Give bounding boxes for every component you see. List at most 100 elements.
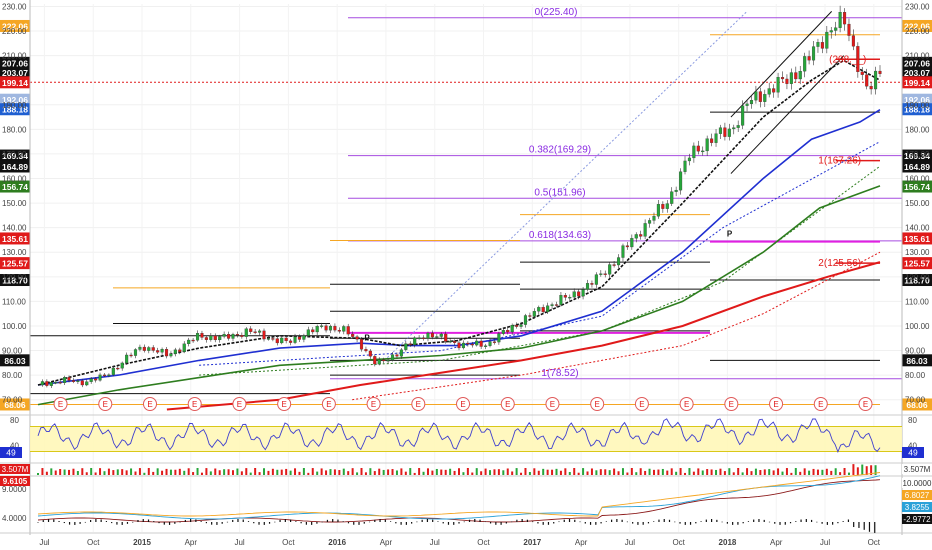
left-badge-bg-9: [0, 232, 30, 245]
volume-bar-5: [59, 469, 62, 475]
macd-histogram-bar-2: [47, 519, 50, 522]
volume-bar-165: [768, 469, 771, 475]
left-badge-bg-7: [0, 160, 30, 173]
candle-body-118: [559, 295, 563, 305]
macd-histogram-bar-17: [126, 522, 129, 524]
earnings-marker-circle-16: [769, 397, 784, 411]
macd-histogram-bar-55: [326, 519, 329, 522]
volume-bar-172: [799, 471, 802, 475]
left-price-tick-4: 180.00: [2, 125, 27, 134]
macd-histogram-bar-142: [784, 522, 786, 525]
earnings-marker-circle-13: [634, 397, 649, 411]
left-badge-bg-6: [0, 149, 30, 162]
candle-body-98: [470, 343, 474, 346]
left-badge-bg-12: [0, 354, 30, 367]
macd-histogram-bar-78: [447, 522, 450, 525]
candle-body-178: [825, 31, 829, 49]
candle-body-41: [218, 336, 222, 341]
candle-body-187: [865, 74, 869, 87]
macd-histogram-bar-85: [484, 521, 486, 523]
macd-histogram-bar-108: [605, 521, 607, 522]
candle-body-27: [156, 350, 160, 353]
fib-level-label-4: 1(78.52): [541, 368, 578, 379]
candle-body-182: [842, 12, 847, 25]
volume-bar-40: [214, 468, 217, 475]
macd-histogram-bar-157: [863, 522, 865, 530]
right-badge-2: 203.07: [904, 68, 930, 78]
time-tick-3: Apr: [185, 538, 198, 547]
candle-body-74: [364, 349, 368, 352]
volume-bar-159: [741, 472, 744, 475]
macd-histogram-bar-144: [795, 521, 797, 522]
volume-bar-28: [161, 470, 164, 475]
volume-bar-96: [462, 472, 465, 475]
macd-histogram-bar-93: [526, 519, 529, 522]
volume-bar-86: [418, 468, 421, 475]
volume-bar-83: [404, 471, 407, 475]
candle-body-59: [297, 336, 302, 340]
volume-bar-178: [825, 468, 828, 475]
macd-histogram-bar-0: [37, 522, 39, 523]
volume-bar-94: [453, 470, 456, 475]
candle-body-96: [461, 342, 465, 349]
right-badge-bg-10: [902, 257, 932, 270]
volume-bar-99: [475, 468, 478, 475]
candle-body-52: [266, 338, 270, 340]
candle-body-34: [187, 339, 191, 345]
candle-body-133: [625, 245, 629, 248]
volume-bar-82: [400, 468, 403, 475]
macd-histogram-bar-19: [137, 519, 139, 522]
macd-histogram-bar-34: [216, 522, 218, 525]
candle-body-173: [803, 56, 807, 72]
earnings-marker-circle-4: [232, 397, 247, 411]
volume-bar-43: [227, 469, 230, 475]
candle-body-135: [634, 234, 638, 239]
candle-body-181: [838, 12, 842, 28]
macd-histogram-bar-114: [637, 522, 639, 525]
pivot-marker-0: P: [364, 334, 370, 343]
macd-histogram-bar-76: [437, 521, 439, 522]
candle-body-21: [129, 354, 133, 357]
volume-bar-156: [728, 468, 731, 475]
volume-bar-49: [254, 468, 257, 475]
macd-histogram-bar-18: [132, 521, 134, 523]
candle-body-164: [763, 94, 767, 102]
volume-bar-115: [546, 469, 549, 475]
macd-tick-1: 4.0000: [2, 514, 27, 523]
candle-body-119: [563, 295, 567, 298]
candle-body-62: [311, 329, 315, 333]
macd-histogram-bar-69: [400, 522, 402, 525]
volume-bar-140: [657, 469, 660, 475]
volume-bar-106: [506, 468, 509, 475]
candle-body-55: [280, 337, 284, 344]
candle-body-78: [382, 359, 386, 362]
candle-body-105: [501, 330, 505, 334]
level-label-1: 1(167.26): [818, 156, 861, 167]
macd-histogram-bar-30: [195, 519, 197, 522]
volume-bar-137: [644, 470, 647, 475]
candle-body-158: [736, 125, 740, 128]
volume-bar-186: [861, 464, 864, 475]
macd-histogram-bar-42: [258, 522, 260, 525]
candle-body-14: [98, 374, 102, 381]
volume-bar-155: [723, 471, 726, 475]
macd-histogram-bar-154: [847, 519, 850, 522]
earnings-marker-circle-11: [545, 397, 560, 411]
macd-histogram-bar-59: [347, 522, 350, 524]
right-badge-bg-4: [902, 93, 932, 106]
volume-bar-164: [763, 469, 766, 475]
macd-histogram-bar-124: [689, 522, 692, 525]
volume-bar-182: [843, 468, 846, 475]
volume-bar-88: [426, 468, 429, 475]
right-badge-7: 164.89: [904, 162, 930, 172]
candle-body-104: [497, 333, 501, 343]
left-badge-bg-3: [0, 76, 30, 89]
right-badge-bg-11: [902, 274, 932, 287]
volume-bar-59: [298, 471, 301, 475]
candle-body-99: [475, 340, 479, 346]
right-price-tick-3: 190.00: [905, 101, 930, 110]
macd-histogram-bar-7: [74, 522, 76, 525]
candle-body-54: [275, 338, 279, 344]
